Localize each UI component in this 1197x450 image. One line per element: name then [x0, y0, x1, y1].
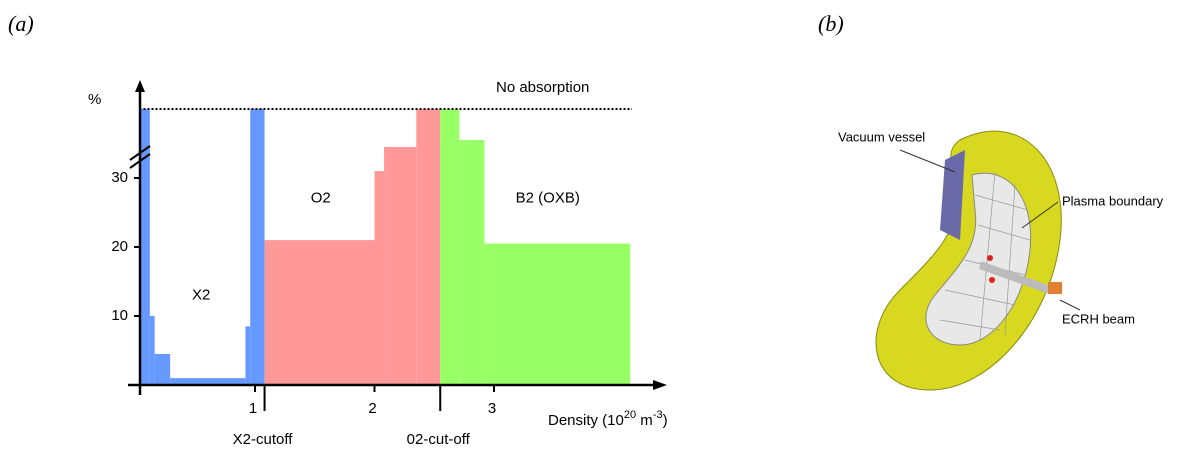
y-tick-label: 10: [111, 307, 128, 324]
x-axis-label-part: Density (10: [548, 412, 624, 429]
x-axis-label-part: ): [663, 412, 668, 429]
page: Absorption vs density {"panels": ["(a)",…: [0, 0, 1197, 450]
figure: (a) (b) Vacuum vessel Plasma boundary EC…: [0, 0, 1197, 450]
x-axis-label-part: -3: [653, 409, 663, 421]
y-arrow: [135, 80, 145, 92]
x-axis-label: Density (1020 m-3): [548, 409, 668, 429]
area-step: [245, 326, 250, 385]
diagram-label: ECRH beam: [1062, 311, 1135, 326]
panel-label: (a): [8, 11, 34, 36]
leader: [1060, 300, 1080, 310]
reference-label: No absorption: [496, 79, 589, 96]
y-tick-label: 20: [111, 238, 128, 255]
body: (a) (b) Vacuum vessel Plasma boundary EC…: [0, 0, 1197, 450]
cutoff-label: X2-cutoff: [233, 431, 294, 448]
area-step: [416, 109, 440, 385]
area-step: [150, 316, 155, 385]
area-step: [384, 147, 416, 385]
area-step: [459, 140, 484, 385]
y-axis-label: %: [88, 91, 101, 108]
y-tick-label: 30: [111, 169, 128, 186]
area-step: [484, 244, 630, 385]
area-step: [265, 240, 375, 385]
x-tick-label: 3: [488, 400, 496, 417]
cutoff-label: 02-cut-off: [407, 431, 471, 448]
x-axis-label-part: m: [636, 412, 653, 429]
series-label: X2: [192, 286, 210, 303]
area-step: [375, 171, 385, 385]
series-label: O2: [311, 190, 331, 207]
panel-label: (b): [818, 11, 844, 36]
marker: [987, 255, 993, 261]
marker: [989, 277, 995, 283]
launcher: [1048, 282, 1062, 294]
area-step: [250, 109, 264, 385]
series-label: B2 (OXB): [516, 190, 580, 207]
x-tick-label: 1: [249, 400, 257, 417]
x-axis-label-part: 20: [624, 409, 636, 421]
x-arrow: [653, 380, 667, 390]
area-step: [155, 354, 171, 385]
diagram-label: Plasma boundary: [1062, 193, 1164, 208]
x-tick-label: 2: [368, 400, 376, 417]
area-step: [440, 109, 459, 385]
diagram-label: Vacuum vessel: [838, 129, 925, 144]
tokamak-diagram: Vacuum vessel Plasma boundary ECRH beam: [838, 129, 1164, 390]
